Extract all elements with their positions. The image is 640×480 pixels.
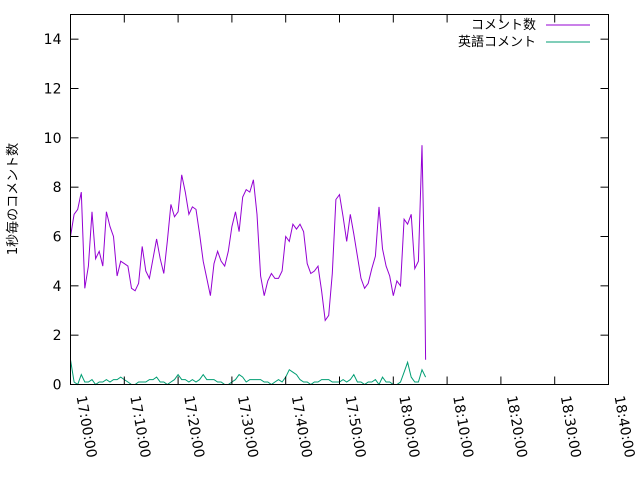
x-tick-label: 18:00:00 [395,394,422,459]
legend-label-english-comments: 英語コメント [458,34,536,50]
x-tick-label: 17:10:00 [126,394,153,459]
y-tick-label: 6 [53,230,62,246]
y-tick-label: 12 [44,82,62,98]
x-tick-label: 18:40:00 [611,394,638,459]
legend: コメント数 英語コメント [458,18,590,50]
x-tick-label: 17:50:00 [342,394,369,459]
x-tick-label: 17:00:00 [73,394,100,459]
series-layer [70,145,427,386]
y-tick-label: 14 [44,32,62,48]
legend-label-comment-count: コメント数 [471,18,536,33]
y-tick-label: 2 [53,328,62,344]
x-tick-label: 18:30:00 [557,394,584,459]
x-tick-label: 18:20:00 [503,394,530,459]
x-tick-label: 17:30:00 [234,394,261,459]
y-tick-label: 4 [53,279,62,295]
y-axis-ticks: 0 2 4 6 8 10 12 14 [44,32,609,394]
series-line-1 [70,359,427,386]
y-tick-label: 8 [53,180,62,196]
y-tick-label: 10 [44,131,62,147]
y-tick-label: 0 [53,378,62,394]
plot-area-frame [70,14,609,385]
y-axis-title: 1秒毎のコメント数 [5,143,21,255]
series-line-0 [70,145,427,360]
x-tick-label: 17:40:00 [288,394,315,459]
x-tick-label: 17:20:00 [180,394,207,459]
x-tick-label: 18:10:00 [449,394,476,459]
